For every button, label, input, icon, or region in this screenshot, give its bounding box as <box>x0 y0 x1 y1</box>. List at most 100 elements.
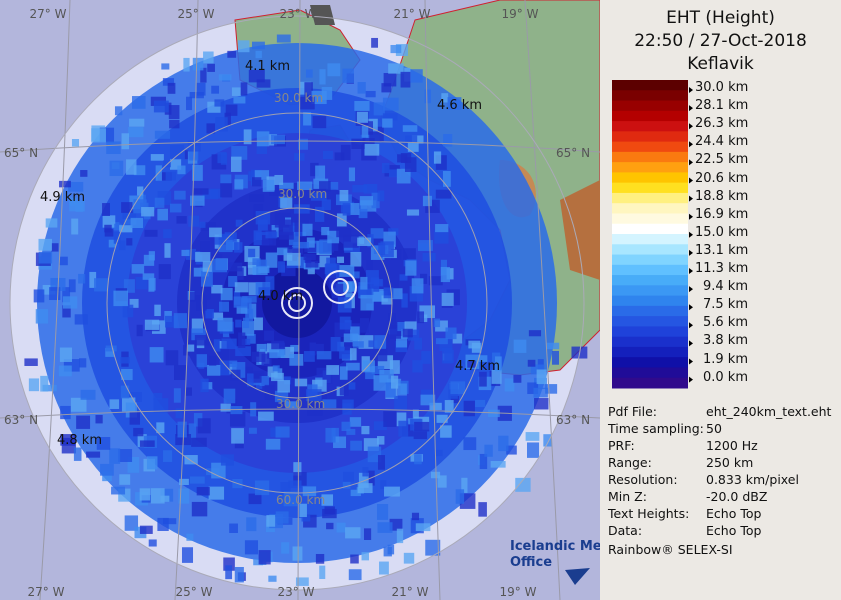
echo-cell <box>403 552 415 564</box>
echo-cell <box>450 395 460 404</box>
echo-cell <box>407 142 419 152</box>
echo-cell <box>157 517 169 531</box>
longitude-label: 19° W <box>502 7 539 21</box>
echo-cell <box>414 421 430 432</box>
echo-cell <box>45 218 58 228</box>
echo-cell <box>157 208 168 221</box>
title: EHT (Height) <box>666 8 775 28</box>
echo-cell <box>220 454 234 466</box>
echo-cell <box>442 347 453 364</box>
echo-cell <box>372 288 384 302</box>
echo-cell <box>340 144 351 161</box>
echo-cell <box>139 525 153 534</box>
scale-label: 7.5 km <box>703 297 748 313</box>
echo-cell <box>120 385 130 399</box>
echo-cell <box>344 342 353 351</box>
echo-cell <box>303 112 312 126</box>
scale-label: 5.6 km <box>703 315 748 331</box>
echo-cell <box>133 427 144 437</box>
echo-cell <box>78 273 86 284</box>
echo-cell <box>71 139 80 147</box>
echo-cell <box>146 456 158 470</box>
echo-cell <box>161 63 170 70</box>
echo-cell <box>319 565 326 580</box>
echo-cell <box>305 389 322 402</box>
latitude-label: 63° N <box>556 413 590 427</box>
echo-cell <box>319 69 326 85</box>
echo-cell <box>420 394 436 406</box>
echo-cell <box>109 448 121 464</box>
info-key: PRF: <box>608 438 635 453</box>
scale-label: 15.0 km <box>695 224 749 240</box>
echo-cell <box>212 312 224 321</box>
echo-cell <box>231 145 248 160</box>
echo-cell <box>132 96 146 109</box>
echo-cell <box>153 398 169 413</box>
echo-cell <box>255 232 268 241</box>
echo-cell <box>350 489 361 497</box>
info-value: eht_240km_text.eht <box>706 404 832 419</box>
echo-cell <box>249 194 265 203</box>
info-value: Echo Top <box>706 506 762 521</box>
echo-cell <box>407 329 420 341</box>
scale-tick <box>689 376 693 383</box>
echo-cell <box>231 87 241 96</box>
echo-cell <box>125 402 138 418</box>
echo-cell <box>433 151 442 164</box>
echo-cell <box>164 243 171 258</box>
echo-cell <box>435 155 447 170</box>
echo-cell <box>144 319 160 330</box>
echo-cell <box>391 375 399 389</box>
echo-cell <box>285 401 298 409</box>
echo-cell <box>127 457 140 473</box>
echo-cell <box>209 227 222 238</box>
echo-cell <box>350 326 360 341</box>
echo-cell <box>446 268 454 280</box>
height-label: 4.7 km <box>455 359 500 374</box>
echo-cell <box>104 228 114 237</box>
echo-cell <box>371 365 385 375</box>
latitude-label: 63° N <box>4 413 38 427</box>
echo-cell <box>38 238 53 251</box>
echo-cell <box>380 480 387 490</box>
echo-cell <box>256 343 267 352</box>
echo-cell <box>228 276 238 287</box>
echo-cell <box>417 240 433 251</box>
echo-cell <box>248 171 255 182</box>
echo-cell <box>312 379 327 392</box>
height-label: 4.9 km <box>40 190 85 205</box>
scale-tick <box>689 340 693 347</box>
title: 22:50 / 27-Oct-2018 <box>634 31 807 51</box>
echo-cell <box>396 412 407 427</box>
echo-cell <box>60 405 71 420</box>
echo-cell <box>352 184 367 193</box>
echo-cell <box>359 318 370 333</box>
scale-label: 9.4 km <box>703 279 748 295</box>
echo-cell <box>269 188 284 197</box>
echo-cell <box>429 402 442 411</box>
info-key: Range: <box>608 455 652 470</box>
echo-cell <box>109 399 120 409</box>
echo-cell <box>201 270 213 287</box>
info-key: Text Heights: <box>608 506 690 521</box>
scale-tick <box>689 286 693 293</box>
echo-cell <box>272 365 280 372</box>
echo-cell <box>238 332 246 348</box>
echo-cell <box>157 172 172 181</box>
side-panel: EHT (Height) 22:50 / 27-Oct-2018 Keflavi… <box>600 0 841 600</box>
echo-cell <box>395 44 408 56</box>
echo-cell <box>467 360 476 368</box>
echo-cell <box>526 442 540 458</box>
echo-cell <box>279 231 294 240</box>
info-key: Min Z: <box>608 489 647 504</box>
echo-cell <box>248 248 256 258</box>
echo-cell <box>368 340 378 348</box>
echo-cell <box>399 274 408 281</box>
echo-cell <box>417 311 425 324</box>
echo-cell <box>265 438 281 450</box>
echo-cell <box>396 168 411 184</box>
latitude-label: 65° N <box>556 146 590 160</box>
echo-cell <box>341 421 351 432</box>
echo-cell <box>336 256 345 263</box>
